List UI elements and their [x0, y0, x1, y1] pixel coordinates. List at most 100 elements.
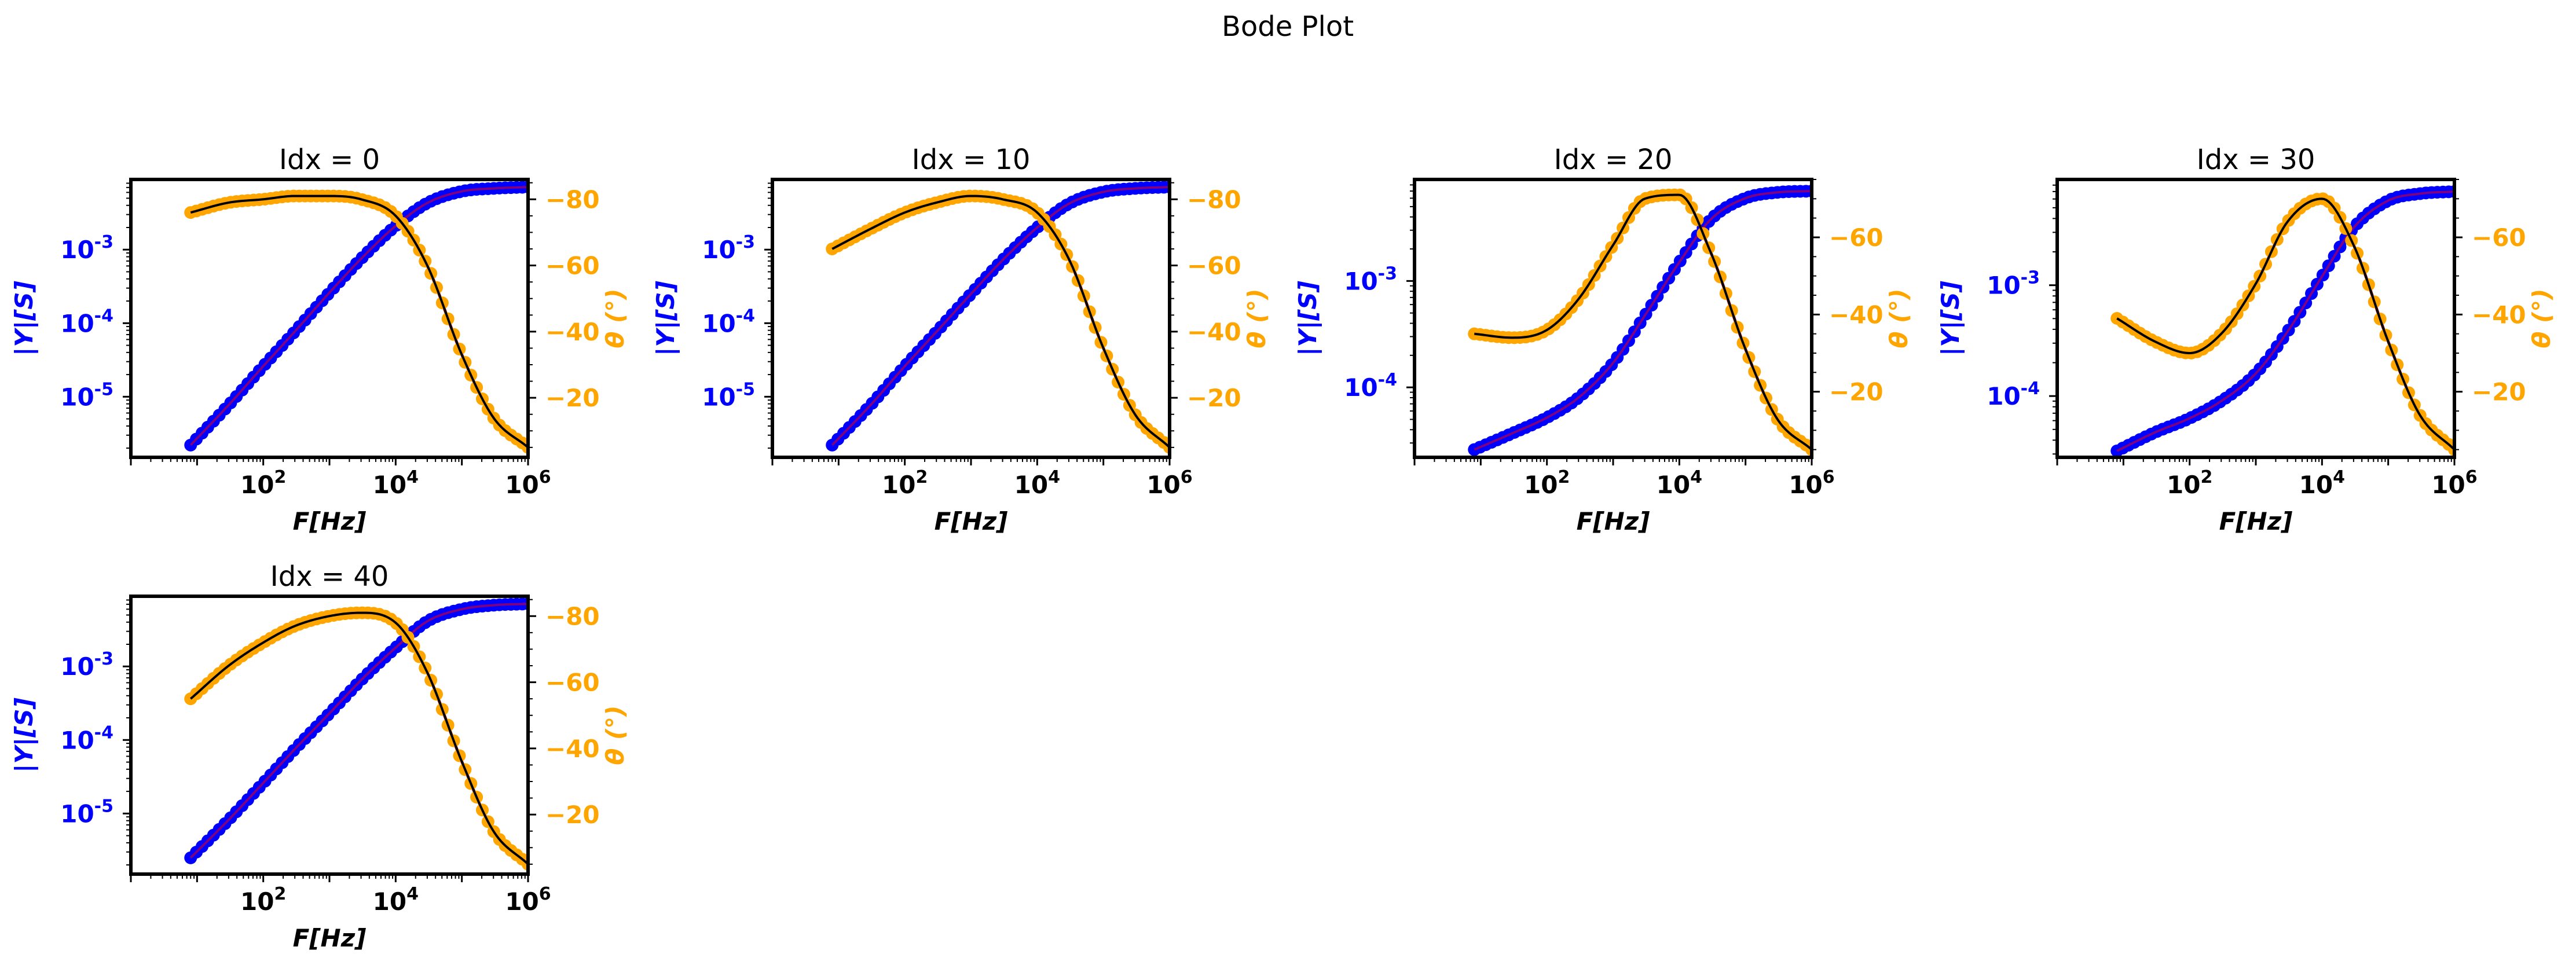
- plot-area: [1468, 185, 1812, 456]
- x-axis-label: F[Hz]: [2219, 507, 2293, 535]
- phase-fit-line: [189, 611, 528, 865]
- right-axis-ticks: [528, 599, 536, 865]
- right-tick-label: −20: [1187, 384, 1241, 412]
- plot-area: [2110, 185, 2454, 457]
- left-axis-ticks: [123, 599, 131, 866]
- right-tick-label: −60: [545, 669, 600, 697]
- left-axis-label: |Y|[S]: [10, 281, 38, 356]
- x-tick-label: 102: [1524, 467, 1570, 499]
- subplot-title: Idx = 10: [912, 144, 1031, 176]
- left-tick-label: 10-4: [1344, 370, 1397, 402]
- x-axis-ticks: [130, 457, 529, 465]
- left-axis-label: |Y|[S]: [1294, 281, 1322, 356]
- subplot-2: Idx = 20 102 104 106 F[Hz] 10-4 10-3 |Y|[S] −60 −…: [1294, 144, 1913, 535]
- magnitude-fit-line: [1474, 190, 1812, 451]
- right-tick-label: −20: [545, 801, 600, 829]
- left-tick-label: 10-3: [60, 232, 113, 264]
- x-tick-label: 102: [2167, 467, 2212, 499]
- right-axis-label: θ (°): [601, 706, 629, 765]
- right-tick-label: −80: [545, 602, 600, 630]
- right-tick-label: −60: [1829, 223, 1884, 252]
- right-tick-label: −40: [545, 318, 600, 346]
- right-tick-label: −80: [545, 185, 600, 214]
- x-axis-ticks: [1413, 457, 1813, 465]
- left-tick-label: 10-4: [1987, 379, 2040, 410]
- left-tick-label: 10-3: [1987, 268, 2040, 300]
- right-tick-label: −60: [545, 252, 600, 280]
- x-axis-label: F[Hz]: [293, 507, 367, 535]
- x-tick-label: 102: [240, 467, 286, 499]
- left-axis-label: |Y|[S]: [1936, 281, 1965, 356]
- left-tick-label: 10-5: [60, 379, 113, 411]
- right-tick-label: −80: [1187, 185, 1241, 214]
- left-tick-label: 10-3: [1344, 263, 1397, 295]
- x-tick-label: 106: [505, 467, 551, 499]
- right-axis-label: θ (°): [601, 289, 629, 348]
- magnitude-fit-line: [2116, 190, 2454, 452]
- subplot-title: Idx = 30: [2197, 144, 2315, 176]
- x-tick-label: 104: [1014, 467, 1060, 499]
- x-tick-label: 106: [505, 884, 551, 916]
- x-tick-label: 106: [1146, 467, 1192, 499]
- subplot-4: Idx = 40 102 104 106 F[Hz] 10-5 10-4 10-3 |Y|[S]…: [10, 560, 629, 952]
- subplot-title: Idx = 0: [279, 144, 380, 176]
- magnitude-fit-line: [189, 186, 528, 446]
- right-tick-label: −40: [1829, 300, 1884, 329]
- x-axis-ticks: [2056, 457, 2456, 465]
- x-axis-label: F[Hz]: [935, 507, 1008, 535]
- phase-fit-line: [2116, 197, 2454, 451]
- right-axis-label: θ (°): [1243, 289, 1271, 348]
- left-tick-label: 10-4: [60, 306, 113, 337]
- left-axis-ticks: [2049, 184, 2057, 455]
- left-tick-label: 10-5: [60, 796, 113, 828]
- magnitude-fit-line: [189, 603, 528, 859]
- x-axis-ticks: [771, 457, 1171, 465]
- right-tick-label: −40: [2472, 300, 2526, 329]
- x-tick-label: 104: [2299, 467, 2345, 499]
- left-tick-label: 10-4: [60, 722, 113, 754]
- left-axis-label: |Y|[S]: [10, 698, 38, 773]
- left-axis-ticks: [764, 182, 772, 449]
- phase-fit-line: [1474, 193, 1812, 451]
- magnitude-fit-line: [831, 186, 1170, 446]
- plot-area: [826, 181, 1170, 454]
- x-tick-label: 104: [373, 884, 419, 916]
- phase-fit-line: [831, 195, 1170, 449]
- figure-suptitle: Bode Plot: [1222, 10, 1354, 43]
- left-axis-ticks: [1406, 184, 1415, 444]
- x-axis-ticks: [130, 874, 529, 882]
- right-axis-ticks: [1170, 182, 1178, 448]
- subplot-3: Idx = 30 102 104 106 F[Hz] 10-4 10-3 |Y|[S] −60 −…: [1936, 144, 2556, 535]
- right-tick-label: −20: [2472, 378, 2526, 406]
- right-tick-label: −40: [1187, 318, 1241, 346]
- left-tick-label: 10-3: [60, 649, 113, 681]
- subplot-1: Idx = 10 102 104 106 F[Hz] 10-5 10-4 10-3 |Y|[S]…: [651, 144, 1271, 535]
- left-tick-label: 10-3: [702, 232, 755, 264]
- x-tick-label: 104: [1657, 467, 1702, 499]
- subplot-title: Idx = 40: [270, 560, 389, 593]
- right-axis-ticks: [1812, 179, 1820, 450]
- x-tick-label: 106: [1789, 467, 1834, 499]
- right-tick-label: −60: [1187, 252, 1241, 280]
- right-axis-ticks: [2454, 179, 2463, 450]
- right-tick-label: −60: [2472, 223, 2526, 252]
- subplot-0: Idx = 0 102 104 106 F[Hz] 10-5 10-4 10-3 |Y|[S] −…: [10, 144, 629, 535]
- left-axis-label: |Y|[S]: [651, 281, 680, 356]
- x-tick-label: 106: [2431, 467, 2477, 499]
- subplot-grid: Idx = 0 102 104 106 F[Hz] 10-5 10-4 10-3 |Y|[S] −…: [10, 144, 2556, 952]
- left-tick-label: 10-5: [702, 379, 755, 411]
- left-tick-label: 10-4: [702, 306, 755, 337]
- subplot-title: Idx = 20: [1554, 144, 1673, 176]
- plot-area: [184, 597, 528, 871]
- x-axis-label: F[Hz]: [293, 924, 367, 952]
- left-axis-ticks: [123, 182, 131, 449]
- right-tick-label: −40: [545, 735, 600, 763]
- right-axis-label: θ (°): [1885, 289, 1913, 348]
- right-axis-ticks: [528, 182, 536, 448]
- x-tick-label: 102: [882, 467, 928, 499]
- x-tick-label: 102: [240, 884, 286, 916]
- x-axis-label: F[Hz]: [1577, 507, 1650, 535]
- right-tick-label: −20: [545, 384, 600, 412]
- plot-area: [184, 181, 528, 454]
- phase-fit-line: [190, 195, 528, 449]
